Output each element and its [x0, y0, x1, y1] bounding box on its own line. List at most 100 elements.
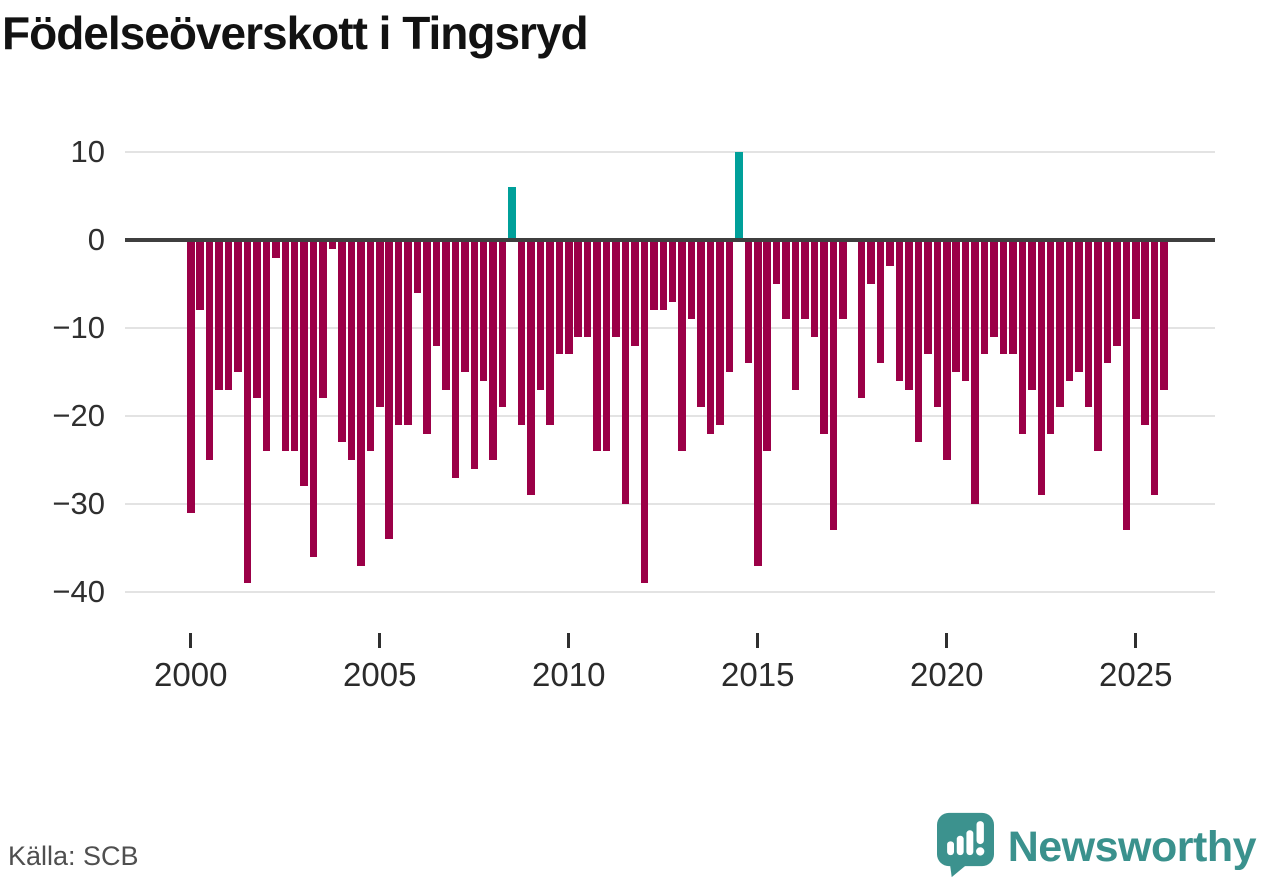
bar-2014Q3: [735, 152, 743, 240]
y-axis-labels: 10 0 −10 −20 −30 −40: [17, 134, 105, 609]
gridline: [125, 327, 1215, 329]
bar-2002Q1: [262, 240, 271, 452]
bar-2015Q1: [754, 240, 762, 566]
gridline: [125, 415, 1215, 417]
bar-2010Q1: [565, 240, 573, 355]
bar-2017Q2: [839, 240, 847, 320]
bar-2013Q4: [706, 240, 715, 434]
newsworthy-logo: Newsworthy: [936, 812, 1257, 883]
y-tick-label: −40: [52, 574, 105, 609]
bar-2013Q3: [697, 240, 705, 408]
bar-2007Q2: [461, 240, 469, 372]
y-tick-label: 0: [87, 222, 105, 257]
bar-2001Q4: [253, 240, 261, 399]
bar-2006Q4: [442, 240, 450, 390]
bar-2012Q3: [659, 240, 667, 311]
x-tick: [189, 633, 193, 648]
bar-2005Q2: [385, 240, 393, 540]
bar-2015Q2: [763, 240, 771, 452]
bar-2006Q1: [413, 240, 422, 293]
bar-2011Q1: [602, 240, 611, 452]
bar-2015Q4: [782, 240, 790, 320]
bar-2007Q3: [470, 240, 478, 469]
bar-2013Q2: [687, 240, 696, 320]
bar-2025Q1: [1132, 240, 1140, 320]
bar-2016Q3: [810, 240, 819, 337]
bar-2008Q2: [498, 240, 507, 408]
bar-2025Q3: [1150, 240, 1159, 496]
bar-2008Q4: [517, 240, 526, 425]
bar-2004Q2: [347, 240, 356, 460]
bar-2006Q3: [432, 240, 441, 346]
bar-2000Q2: [196, 240, 204, 311]
bar-2002Q2: [272, 240, 280, 258]
bar-2022Q1: [1018, 240, 1027, 434]
bar-2022Q2: [1028, 240, 1036, 390]
bar-2003Q1: [300, 240, 308, 487]
bar-2019Q2: [914, 240, 923, 443]
bar-2019Q1: [905, 240, 913, 390]
bar-2007Q1: [451, 240, 460, 478]
bar-2011Q3: [621, 240, 630, 504]
bar-2000Q3: [205, 240, 214, 460]
bar-2012Q4: [668, 240, 677, 302]
bar-2023Q3: [1075, 240, 1083, 372]
y-tick-label: 10: [70, 134, 105, 169]
bar-2010Q4: [593, 240, 601, 452]
bar-2019Q4: [933, 240, 942, 408]
newsworthy-speech-bubble-bar-chart-icon: [936, 812, 994, 883]
bar-2016Q2: [801, 240, 809, 320]
bar-2003Q2: [309, 240, 318, 557]
bar-2021Q4: [1009, 240, 1017, 355]
gridline: [125, 503, 1215, 505]
y-tick-label: −20: [52, 398, 105, 433]
bar-2012Q1: [640, 240, 649, 584]
bar-2005Q1: [376, 240, 384, 408]
x-tick: [945, 633, 949, 648]
bar-2024Q2: [1103, 240, 1112, 364]
bar-2020Q4: [971, 240, 979, 504]
x-tick-label: 2005: [343, 656, 417, 693]
bar-2009Q2: [536, 240, 545, 390]
bar-2012Q2: [650, 240, 658, 311]
source-attribution: Källa: SCB: [8, 841, 139, 871]
bar-2011Q2: [612, 240, 620, 337]
bar-2008Q3: [508, 187, 516, 240]
bar-2020Q3: [961, 240, 970, 381]
bar-2019Q3: [924, 240, 932, 355]
bar-2005Q4: [404, 240, 412, 425]
bar-2009Q3: [546, 240, 554, 425]
bar-2021Q3: [999, 240, 1008, 355]
bar-2022Q3: [1037, 240, 1045, 496]
bar-2005Q3: [394, 240, 403, 425]
bar-2004Q4: [366, 240, 375, 452]
y-tick-label: −10: [52, 310, 105, 345]
y-tick-label: −30: [52, 486, 105, 521]
bar-2016Q1: [791, 240, 800, 390]
x-tick-label: 2020: [910, 656, 984, 693]
bar-2001Q1: [224, 240, 233, 390]
x-tick: [378, 633, 382, 648]
bar-2014Q2: [725, 240, 734, 372]
bar-2017Q1: [829, 240, 838, 531]
bar-2000Q1: [187, 240, 195, 513]
x-tick: [756, 633, 760, 648]
bar-2020Q2: [952, 240, 960, 372]
x-tick: [1134, 633, 1138, 648]
bar-2014Q1: [716, 240, 724, 425]
bar-2002Q4: [290, 240, 299, 452]
bar-2007Q4: [479, 240, 488, 381]
plot-area: 2000 2005 2010 2015 2020 2025: [125, 151, 1215, 693]
bar-2024Q4: [1122, 240, 1131, 531]
bar-2001Q3: [243, 240, 252, 584]
bar-2017Q4: [857, 240, 866, 399]
x-tick-label: 2015: [721, 656, 795, 693]
gridline: [125, 591, 1215, 593]
bar-2008Q1: [489, 240, 497, 460]
bar-2002Q3: [281, 240, 289, 452]
bar-2025Q2: [1141, 240, 1149, 425]
bar-2024Q3: [1113, 240, 1121, 346]
bar-2003Q3: [319, 240, 327, 399]
page-title: Födelseöverskott i Tingsryd: [2, 7, 589, 59]
